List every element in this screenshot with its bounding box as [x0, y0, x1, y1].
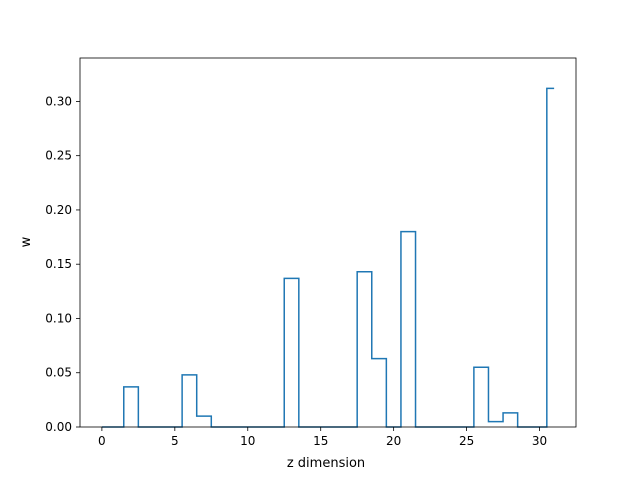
x-tick-label: 20 — [386, 434, 401, 448]
x-tick-label: 0 — [98, 434, 106, 448]
axes: 0 5 10 15 20 25 30 0.00 0.05 0.10 0.15 0.20 0.25 0.30 — [45, 57, 577, 448]
y-tick-label: 0.30 — [45, 94, 72, 108]
x-tick-label: 15 — [313, 434, 328, 448]
x-tick-label: 10 — [240, 434, 255, 448]
axes-frame — [79, 57, 577, 428]
y-tick-label: 0.00 — [45, 420, 72, 434]
x-tick-label: 30 — [532, 434, 547, 448]
y-tick-label: 0.25 — [45, 149, 72, 163]
y-tick-label: 0.05 — [45, 366, 72, 380]
y-tick-label: 0.20 — [45, 203, 72, 217]
x-axis-label: z dimension — [287, 456, 365, 471]
x-tick-label: 5 — [171, 434, 179, 448]
y-tick-label: 0.15 — [45, 257, 72, 271]
x-tick-label: 25 — [459, 434, 474, 448]
y-axis-label: w — [19, 236, 34, 247]
y-tick-label: 0.10 — [45, 311, 72, 325]
